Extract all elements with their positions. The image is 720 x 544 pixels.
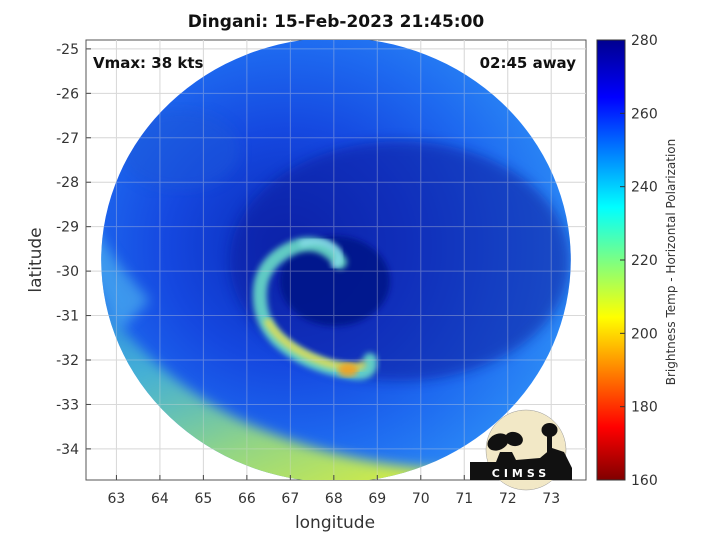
colorbar-tick-label: 180 (631, 400, 658, 416)
colorbar-tick-label: 160 (631, 473, 658, 489)
western-band (101, 200, 150, 330)
vmax-annotation: Vmax: 38 kts (93, 54, 203, 72)
y-axis-label: latitude (26, 227, 46, 292)
cloud-patch (120, 110, 240, 190)
colorbar-tick-label: 200 (631, 326, 658, 342)
y-tick-label: -34 (56, 442, 79, 458)
x-tick-label: 64 (151, 491, 169, 507)
colorbar-tick-label: 260 (631, 106, 658, 122)
y-tick-label: -32 (56, 353, 79, 369)
x-tick-label: 68 (325, 491, 343, 507)
x-tick-label: 65 (194, 491, 212, 507)
y-tick-label: -33 (56, 397, 79, 413)
colorbar-ticks: 160 180 200 220 240 260 280 (620, 33, 658, 489)
x-axis-label: longitude (295, 513, 375, 533)
time-away-annotation: 02:45 away (480, 54, 577, 72)
x-tick-label: 73 (542, 491, 560, 507)
cimss-logo-text: CIMSS (492, 467, 550, 480)
x-tick-label: 66 (238, 491, 256, 507)
x-axis: 63 64 65 66 67 68 69 70 71 72 73 (108, 475, 560, 507)
y-tick-label: -25 (56, 42, 79, 58)
colorbar-tick-label: 280 (631, 33, 658, 49)
y-tick-label: -30 (56, 264, 79, 280)
y-tick-label: -28 (56, 175, 79, 191)
colorbar-tick-label: 240 (631, 180, 658, 196)
storm-core (279, 236, 390, 327)
grid-overlay (86, 40, 586, 480)
cimss-logo: CIMSS (470, 409, 572, 491)
x-tick-label: 67 (281, 491, 299, 507)
y-tick-label: -31 (56, 309, 79, 325)
y-axis: -25 -26 -27 -28 -29 -30 -31 -32 -33 -34 (56, 42, 91, 458)
colorbar-label: Brightness Temp - Horizontal Polarizatio… (664, 139, 678, 386)
x-tick-label: 70 (412, 491, 430, 507)
warm-spot (338, 363, 358, 377)
y-tick-label: -26 (56, 86, 79, 102)
x-tick-label: 63 (108, 491, 126, 507)
chart-title: Dingani: 15-Feb-2023 21:45:00 (187, 12, 485, 32)
eyewall-arc (298, 237, 343, 270)
x-tick-label: 71 (455, 491, 473, 507)
colorbar-tick-label: 220 (631, 253, 658, 269)
x-tick-label: 69 (368, 491, 386, 507)
y-tick-label: -27 (56, 131, 79, 147)
x-tick-label: 72 (499, 491, 517, 507)
y-tick-label: -29 (56, 220, 79, 236)
